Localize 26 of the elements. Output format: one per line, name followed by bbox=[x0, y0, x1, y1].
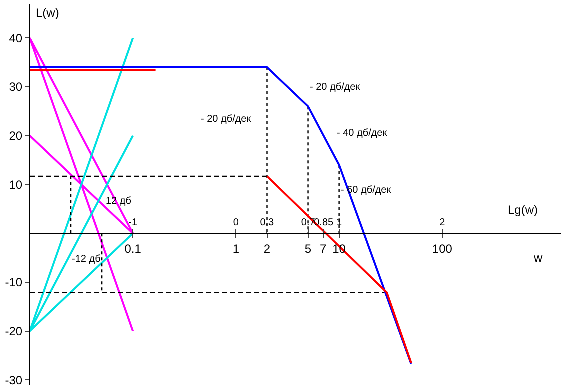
y-tick-label: -20 bbox=[5, 324, 23, 338]
y-tick-label: 10 bbox=[9, 178, 23, 192]
x-tick-label: 2 bbox=[264, 242, 271, 256]
x2-axis-title: Lg(w) bbox=[508, 203, 538, 217]
x-axis-title: w bbox=[533, 251, 543, 265]
x2-tick-label: 0 bbox=[233, 218, 240, 229]
y-tick-label: 40 bbox=[9, 31, 23, 46]
x2-tick-label: 2 bbox=[440, 218, 446, 229]
y-tick-label: -10 bbox=[5, 276, 23, 290]
annotation: -12 дб bbox=[72, 254, 102, 265]
x-tick-label: 0.1 bbox=[124, 242, 142, 256]
x-tick-label: 1 bbox=[232, 242, 240, 256]
annotation: - 20 дб/дек bbox=[310, 82, 361, 93]
x-tick-label: 100 bbox=[432, 242, 453, 256]
y-axis-title: L(w) bbox=[36, 6, 60, 20]
x2-tick-label: -1 bbox=[128, 218, 138, 229]
x2-tick-label: 0.3 bbox=[260, 218, 275, 229]
x-tick-label: 7 bbox=[320, 242, 327, 256]
annotation: 12 дб bbox=[106, 196, 132, 207]
y-tick-label: -30 bbox=[5, 373, 23, 388]
y-tick-label: 30 bbox=[9, 80, 23, 94]
x2-tick-label: 0.7 bbox=[301, 218, 316, 229]
annotation: - 40 дб/дек bbox=[337, 128, 388, 139]
annotation: - 20 дб/дек bbox=[201, 114, 252, 125]
x-tick-label: 5 bbox=[304, 242, 312, 256]
y-tick-label: 20 bbox=[9, 129, 23, 144]
